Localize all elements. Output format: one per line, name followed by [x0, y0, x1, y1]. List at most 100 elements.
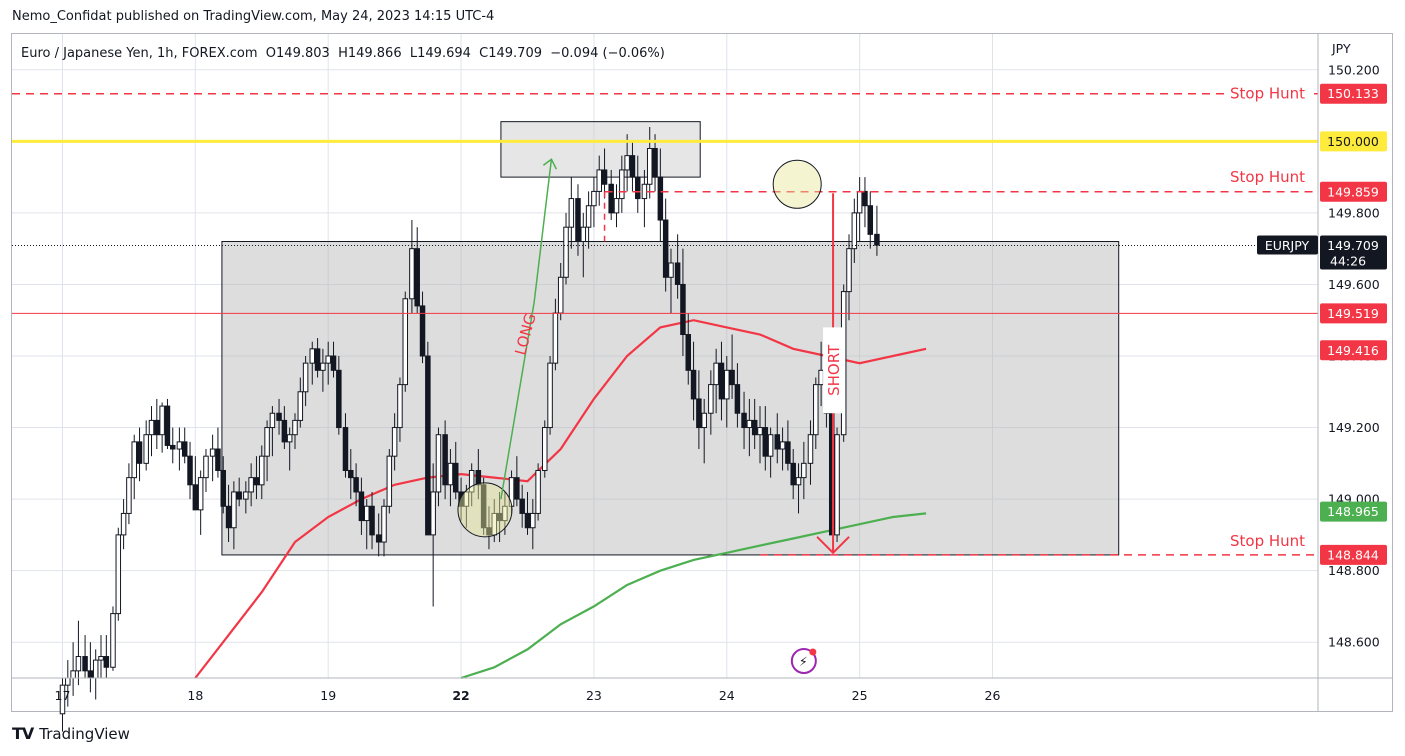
- candle-body: [801, 462, 807, 479]
- candle: [82, 635, 88, 678]
- candle: [447, 449, 454, 507]
- y-tick-label: 149.200: [1328, 420, 1380, 435]
- candle: [795, 463, 802, 514]
- candle: [785, 420, 791, 471]
- candle-body: [690, 369, 697, 400]
- candle-body: [535, 469, 541, 514]
- candle-body: [136, 441, 143, 464]
- candle: [535, 463, 541, 521]
- stop-hunt-label: Stop Hunt: [1230, 85, 1305, 103]
- candle: [613, 184, 620, 228]
- candle-body: [608, 183, 614, 214]
- candle-body: [818, 369, 824, 386]
- change-value: −0.094 (−0.06%): [550, 46, 665, 61]
- candle-body: [530, 512, 536, 529]
- candle-body: [795, 477, 802, 486]
- candle: [807, 420, 814, 485]
- candle-body: [220, 469, 226, 507]
- candle: [419, 291, 426, 364]
- candle-body: [486, 527, 492, 536]
- candle-body: [568, 198, 575, 228]
- candle-body: [59, 684, 66, 715]
- candle-body: [585, 205, 592, 228]
- publish-line: Nemo_Confidat published on TradingView.c…: [12, 9, 495, 24]
- candle-body: [430, 491, 436, 536]
- candle-body: [685, 334, 692, 371]
- candle-body: [103, 656, 110, 668]
- candle-body: [779, 441, 786, 450]
- ohlc-legend: Euro / Japanese Yen, 1h, FOREX.com O149.…: [21, 46, 665, 61]
- candle: [779, 427, 786, 471]
- range-box: [221, 241, 1120, 556]
- candle: [568, 177, 575, 249]
- candle-body: [297, 391, 304, 421]
- candle-body: [741, 412, 747, 429]
- candle-body: [724, 369, 730, 400]
- candle: [136, 427, 143, 482]
- candle-body: [662, 219, 669, 278]
- candle-body: [148, 419, 155, 436]
- price-tag: [1320, 340, 1387, 361]
- candle: [148, 406, 155, 457]
- x-tick-label: 23: [586, 688, 602, 703]
- bar-countdown: 44:26: [1330, 253, 1366, 268]
- candle: [143, 420, 149, 471]
- candle: [846, 234, 852, 321]
- short-arrow-head: [816, 536, 850, 555]
- x-tick-label: 17: [55, 688, 71, 703]
- candle: [674, 234, 681, 299]
- candle: [126, 463, 132, 525]
- candle-body: [259, 455, 265, 486]
- o-value: 149.803: [276, 46, 338, 61]
- candle-body: [641, 183, 648, 200]
- candle: [585, 191, 592, 249]
- candle: [369, 491, 375, 550]
- candle: [746, 398, 753, 457]
- tradingview-logo[interactable]: 𝗧𝗩 TradingView: [12, 724, 130, 743]
- candle-body: [746, 419, 753, 429]
- candle-body: [215, 448, 221, 471]
- candle-body: [563, 226, 569, 278]
- notification-dot: [809, 648, 817, 656]
- candle-body: [524, 512, 531, 529]
- candle-body: [867, 205, 874, 235]
- symbol-line: Euro / Japanese Yen, 1h, FOREX.com: [21, 46, 266, 61]
- candle: [253, 456, 260, 500]
- long-arrow: [500, 159, 553, 500]
- long-arrow-head: [542, 158, 558, 170]
- candle: [159, 402, 165, 453]
- candle-body: [187, 455, 193, 486]
- candle: [115, 527, 122, 621]
- candle: [203, 449, 209, 492]
- candle-body: [143, 434, 149, 464]
- candle-body: [580, 226, 587, 243]
- candle-body: [409, 248, 415, 300]
- candle: [629, 141, 636, 192]
- x-tick-label: 22: [452, 688, 469, 703]
- candle: [530, 499, 536, 550]
- candle: [718, 341, 725, 421]
- candle: [187, 441, 193, 500]
- stop-hunt-label: Stop Hunt: [1230, 532, 1305, 550]
- candle: [302, 356, 309, 407]
- candle: [657, 148, 664, 242]
- candle: [292, 413, 298, 450]
- candle: [591, 177, 597, 228]
- candle: [375, 513, 382, 557]
- stop-hunt-bg: [1226, 167, 1312, 187]
- candle-body: [619, 169, 625, 200]
- y-tick-label: 150.200: [1328, 62, 1380, 77]
- candle: [834, 427, 840, 543]
- candle: [708, 370, 714, 435]
- candle: [442, 420, 448, 500]
- lightning-icon: [790, 648, 817, 674]
- candle: [514, 456, 520, 507]
- candle-body: [225, 505, 232, 529]
- candle-body: [767, 434, 774, 457]
- candle-body: [657, 176, 664, 221]
- candle: [662, 198, 669, 292]
- tradingview-logo-icon: 𝗧𝗩: [12, 724, 34, 743]
- candle: [215, 427, 221, 478]
- candle: [813, 377, 819, 450]
